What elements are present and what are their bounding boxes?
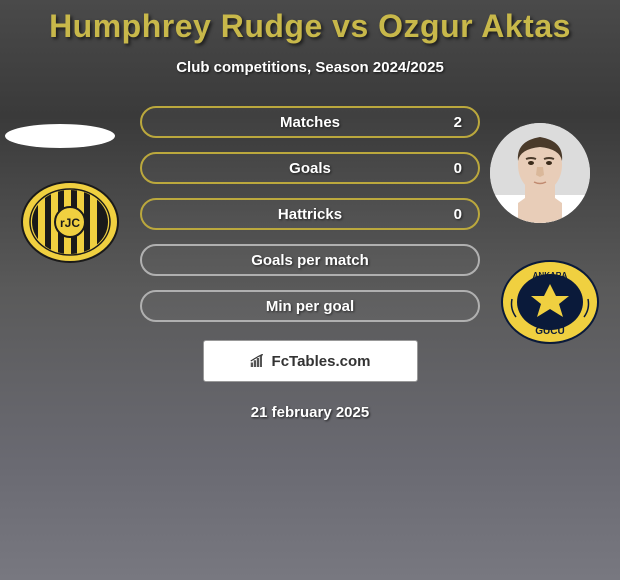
date-label: 21 february 2025: [0, 404, 620, 421]
stats-list: Matches 2 Goals 0 Hattricks 0 Goals per …: [0, 106, 620, 322]
subtitle: Club competitions, Season 2024/2025: [0, 59, 620, 76]
stat-label: Hattricks: [278, 206, 342, 223]
stat-row-goals: Goals 0: [140, 152, 480, 184]
stat-label: Min per goal: [266, 298, 354, 315]
stat-label: Goals: [289, 160, 331, 177]
brand-label: FcTables.com: [272, 353, 371, 370]
stat-value: 0: [454, 206, 462, 223]
chart-icon: [250, 354, 268, 368]
stat-row-gpm: Goals per match: [140, 244, 480, 276]
stat-label: Matches: [280, 114, 340, 131]
stat-row-hattricks: Hattricks 0: [140, 198, 480, 230]
stat-row-matches: Matches 2: [140, 106, 480, 138]
stat-row-mpg: Min per goal: [140, 290, 480, 322]
stat-value: 0: [454, 160, 462, 177]
brand-box[interactable]: FcTables.com: [203, 340, 418, 382]
page-title: Humphrey Rudge vs Ozgur Aktas: [0, 0, 620, 45]
stat-value: 2: [454, 114, 462, 131]
stat-label: Goals per match: [251, 252, 369, 269]
